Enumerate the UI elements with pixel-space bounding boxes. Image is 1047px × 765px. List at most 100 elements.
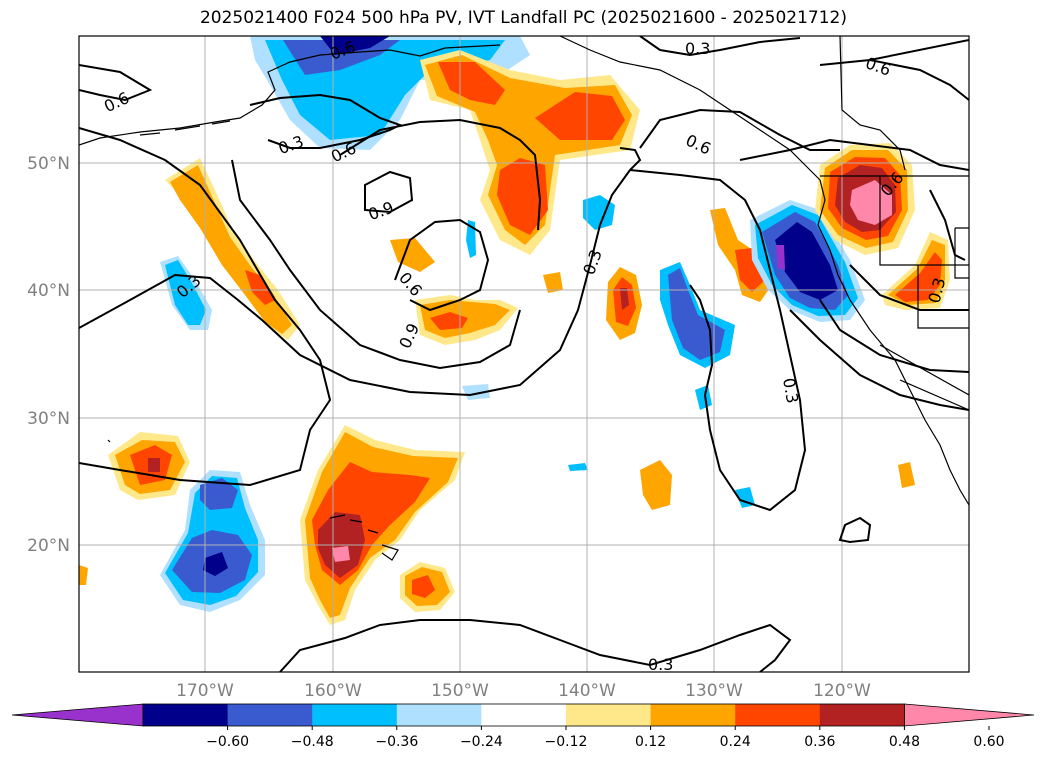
contour-line: [629, 169, 807, 512]
lon-label: 150°W: [431, 681, 489, 701]
pv-region-positive: [497, 158, 548, 235]
colorbar-label: −0.60: [206, 734, 249, 750]
pv-region-negative: [165, 260, 206, 325]
contour-line: [869, 39, 969, 61]
colorbar-label: 0.12: [635, 734, 666, 750]
contour-line: [279, 619, 792, 672]
pv-region-positive: [412, 575, 435, 598]
colorbar-label: −0.36: [375, 734, 418, 750]
contour-label-layer: 0.6 0.3 0.6 0.3 0.6 0.9 0.6 0.9 0.3 0.3 …: [101, 37, 949, 674]
contour-line: [819, 299, 969, 373]
colorbar-label: 0.48: [889, 734, 920, 750]
pv-region-positive: [535, 92, 625, 140]
lat-axis-labels: 50°N 40°N 30°N 20°N: [27, 154, 70, 556]
coastline-bc: [817, 179, 969, 506]
contour-line: [394, 218, 490, 312]
pv-region-negative: [462, 384, 490, 400]
pv-region-positive: [245, 270, 275, 305]
lon-label: 130°W: [685, 681, 743, 701]
colorbar-extend-min: [11, 703, 144, 727]
contour-line: [929, 189, 966, 261]
pv-region-positive: [898, 462, 915, 488]
pv-fill-layer: [79, 36, 950, 625]
pv-region-positive: [79, 565, 88, 585]
contour-line: [739, 138, 969, 171]
pv-contours: [79, 36, 969, 672]
colorbar-swatch: [481, 704, 567, 726]
lon-label: 140°W: [558, 681, 616, 701]
coastline-alaska-panhandle: [559, 36, 821, 181]
pv-region-positive: [332, 546, 350, 562]
pv-region-negative: [466, 220, 476, 258]
colorbar-swatch: [819, 704, 905, 726]
colorbar-label: −0.12: [545, 734, 588, 750]
colorbar-swatch: [650, 704, 736, 726]
coast-island: [107, 439, 111, 443]
pv-region-positive: [430, 312, 468, 330]
colorbar-label: 0.36: [804, 734, 835, 750]
coastline-inner: [839, 36, 906, 171]
lon-label: 120°W: [813, 681, 871, 701]
colorbar-swatch: [312, 704, 398, 726]
colorbar-label: 0.60: [973, 734, 1004, 750]
pv-region-negative: [200, 478, 238, 510]
colorbar-swatch: [566, 704, 652, 726]
colorbar-label: −0.24: [460, 734, 503, 750]
pv-region-negative: [776, 245, 785, 270]
map-title: 2025021400 F024 500 hPa PV, IVT Landfall…: [199, 8, 847, 28]
pv-region-positive: [735, 248, 765, 292]
colorbar-outline: [142, 703, 905, 727]
coastlines: [79, 36, 969, 561]
colorbar-label: −0.48: [291, 734, 334, 750]
lon-axis-labels: 170°W 160°W 150°W 140°W 130°W 120°W: [176, 681, 871, 701]
lat-label: 20°N: [27, 536, 70, 556]
colorbar-swatch: [143, 704, 229, 726]
colorbar-swatch: [227, 704, 313, 726]
pv-region-negative: [283, 40, 400, 75]
pv-region-negative: [583, 195, 615, 230]
pv-region-positive: [640, 460, 672, 510]
pv-region-negative: [568, 463, 588, 471]
contour-line: [339, 118, 542, 231]
border-mexico: [879, 344, 969, 411]
contour-line: [819, 58, 969, 101]
pv-region-positive: [620, 288, 629, 310]
contour-label: 0.3: [779, 376, 802, 404]
contour-line: [838, 516, 872, 544]
colorbar-swatch: [735, 704, 821, 726]
lat-label: 50°N: [27, 154, 70, 174]
pv-region-positive: [438, 62, 505, 105]
contour-line: [364, 170, 414, 214]
border-states: [879, 176, 969, 329]
coast-hawaii: [329, 514, 399, 561]
pv-region-positive: [850, 180, 892, 225]
pv-region-negative: [695, 385, 712, 410]
colorbar-extend-max: [904, 703, 1035, 727]
pv-region-positive: [543, 272, 563, 293]
map-frame: [78, 35, 970, 673]
colorbar-label: 0.24: [720, 734, 751, 750]
contour-line: [789, 309, 969, 411]
pv-region-negative: [775, 222, 838, 300]
contour-label: 0.3: [648, 655, 673, 674]
pv-region-positive: [390, 238, 435, 272]
contour-line: [639, 36, 801, 57]
pv-region-negative: [203, 552, 228, 576]
contour-label: 0.3: [685, 39, 710, 58]
contour-line: [639, 108, 840, 151]
contour-line: [79, 64, 153, 102]
lat-label: 40°N: [27, 281, 70, 301]
colorbar-swatch: [396, 704, 482, 726]
contour-line: [849, 264, 969, 311]
pv-region-negative: [320, 36, 390, 55]
lat-label: 30°N: [27, 409, 70, 429]
coastline-alaska: [79, 44, 501, 146]
colorbar: −0.60 −0.48 −0.36 −0.24 −0.12 0.12 0.24 0.36 0.4…: [11, 703, 1035, 750]
lon-label: 170°W: [176, 681, 234, 701]
lon-label: 160°W: [304, 681, 362, 701]
contour-line: [79, 127, 332, 487]
contour-line: [231, 159, 521, 370]
pv-region-positive: [148, 458, 160, 472]
contour-line: [79, 147, 642, 397]
